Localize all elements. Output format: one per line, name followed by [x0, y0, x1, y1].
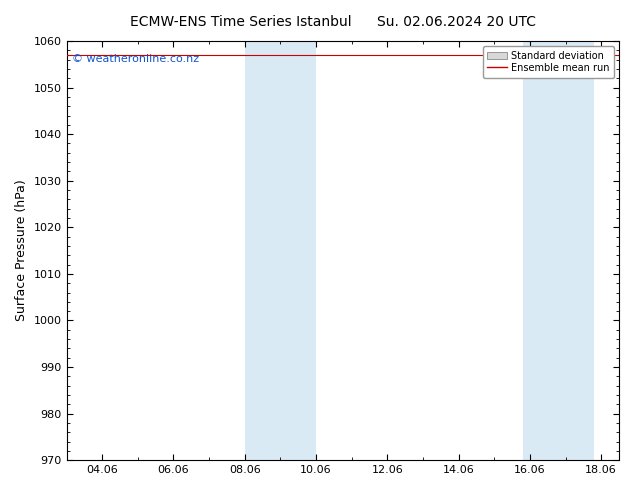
Text: ECMW-ENS Time Series Istanbul: ECMW-ENS Time Series Istanbul	[130, 15, 352, 29]
Legend: Standard deviation, Ensemble mean run: Standard deviation, Ensemble mean run	[482, 46, 614, 77]
Text: © weatheronline.co.nz: © weatheronline.co.nz	[72, 53, 199, 64]
Y-axis label: Surface Pressure (hPa): Surface Pressure (hPa)	[15, 180, 28, 321]
Bar	[245, 41, 316, 460]
Bar	[523, 41, 594, 460]
Text: Su. 02.06.2024 20 UTC: Su. 02.06.2024 20 UTC	[377, 15, 536, 29]
